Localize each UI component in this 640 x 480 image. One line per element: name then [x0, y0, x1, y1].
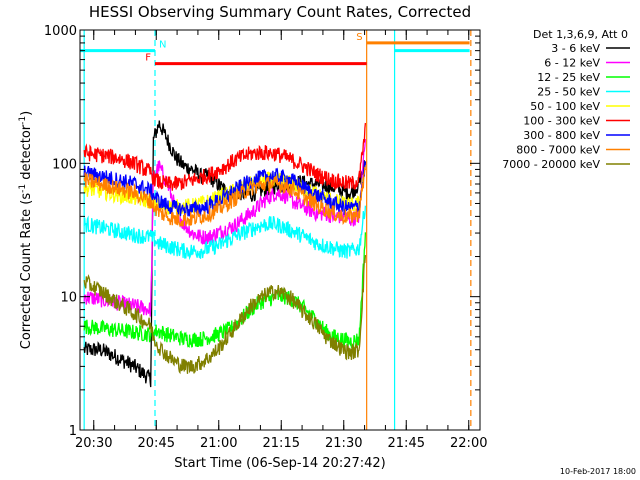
legend-label: 300 - 800 keV [523, 129, 600, 142]
legend: Det 1,3,6,9, Att 03 - 6 keV 6 - 12 keV12 … [502, 28, 630, 171]
y-axis-label-part: ) [19, 111, 34, 116]
y-tick-label: 1 [69, 424, 77, 439]
chart-title: HESSI Observing Summary Count Rates, Cor… [89, 3, 471, 21]
series-line-8 [83, 255, 367, 375]
x-tick-label: 21:45 [388, 436, 425, 451]
x-tick-label: 20:30 [75, 436, 112, 451]
y-axis-label-part: Corrected Count Rate (s [19, 193, 34, 350]
legend-label: 100 - 300 keV [523, 115, 600, 128]
footer-timestamp: 10-Feb-2017 18:00 [560, 467, 636, 476]
plot-frame [79, 29, 481, 431]
x-tick-label: 21:00 [200, 436, 237, 451]
legend-label: 25 - 50 keV [537, 86, 600, 99]
y-axis-label-part: -1 [18, 116, 28, 125]
series-line-6 [83, 161, 367, 217]
legend-label: 6 - 12 keV [544, 57, 600, 70]
series-layer [83, 120, 367, 388]
series-line-7 [83, 166, 367, 228]
x-tick-label: 22:00 [450, 436, 487, 451]
legend-label: 50 - 100 keV [530, 100, 600, 113]
x-tick-label: 21:30 [325, 436, 362, 451]
legend-label: 3 - 6 keV [551, 42, 600, 55]
x-axis-label: Start Time (06-Sep-14 20:27:42) [174, 456, 385, 471]
series-line-0 [83, 120, 367, 388]
y-tick-label: 100 [52, 157, 77, 172]
axes-layer: 1 10 100 1000 20:30 20:45 21:00 21:15 21:30 21:45… [44, 24, 488, 451]
legend-label: 7000 - 20000 keV [502, 158, 600, 171]
status-layer: NF S [80, 32, 470, 66]
status-bar-label: F [145, 53, 151, 64]
y-axis-label-part: -1 [18, 184, 28, 193]
legend-label: 800 - 7000 keV [516, 144, 600, 157]
x-tick-label: 21:15 [263, 436, 300, 451]
y-tick-label: 10 [60, 291, 77, 306]
series-line-2 [83, 232, 367, 351]
y-axis-label-part: detector [19, 124, 34, 184]
status-bar-label: N [159, 40, 166, 51]
legend-header: Det 1,3,6,9, Att 0 [533, 28, 628, 41]
x-tick-label: 20:45 [138, 436, 175, 451]
markers-layer [83, 30, 472, 430]
y-axis-label: Corrected Count Rate (s-1 detector-1) [18, 111, 34, 349]
status-bar-label: S [356, 32, 362, 43]
legend-label: 12 - 25 keV [537, 71, 600, 84]
y-tick-label: 1000 [44, 24, 77, 39]
series-line-5 [83, 122, 367, 191]
series-line-3 [83, 205, 367, 261]
